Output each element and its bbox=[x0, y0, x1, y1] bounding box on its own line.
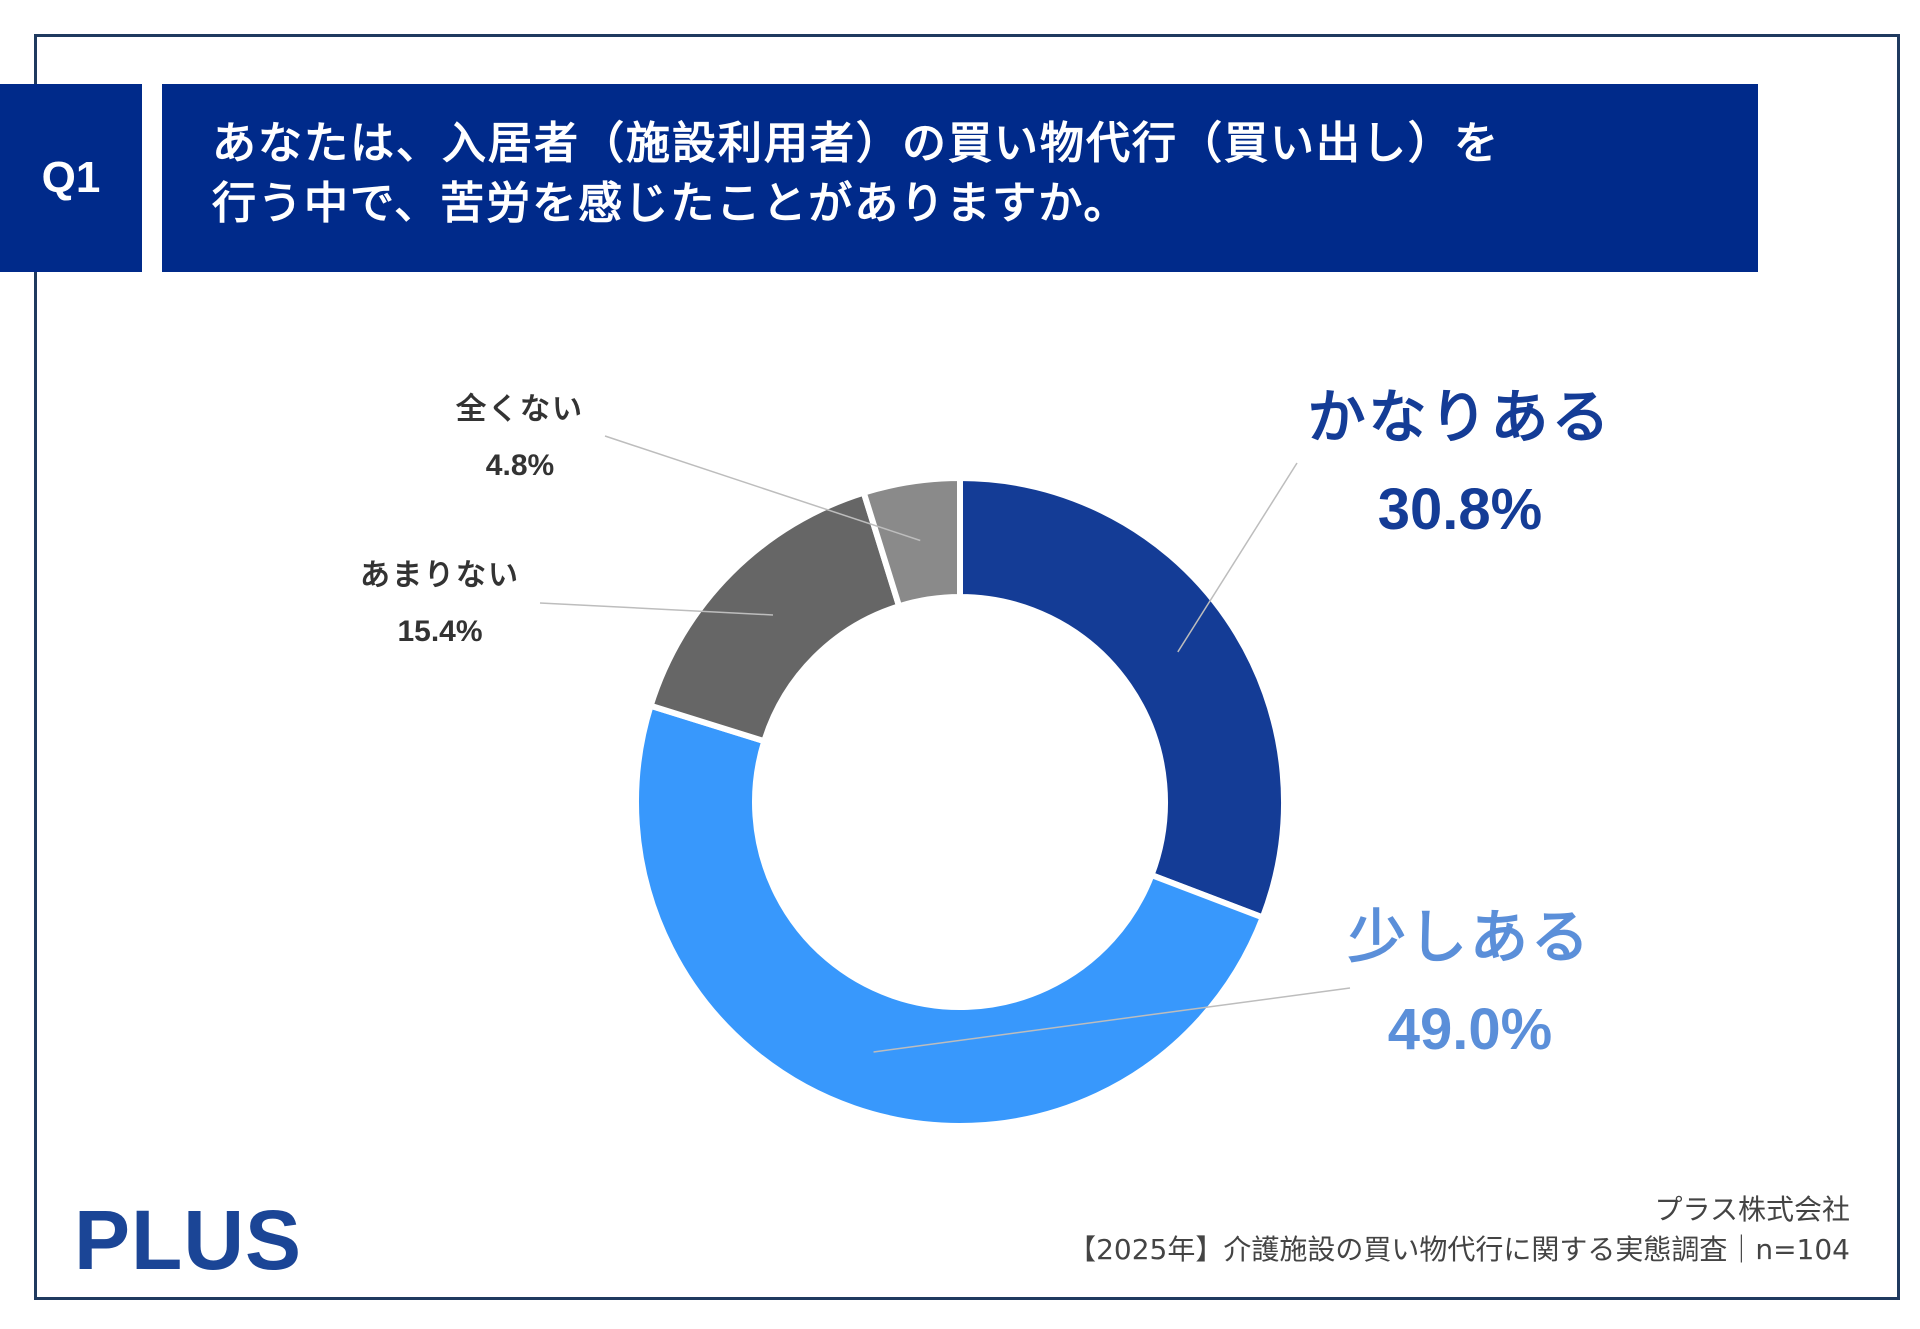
donut-slice-kanari-aru bbox=[957, 474, 1287, 922]
label-category: 少しある bbox=[1347, 903, 1592, 971]
donut-slice-mattaku-nai bbox=[860, 474, 963, 611]
label-category: かなりある bbox=[1307, 383, 1613, 451]
source-footer: プラス株式会社 【2025年】介護施設の買い物代行に関する実態調査｜n=104 bbox=[1068, 1190, 1850, 1270]
question-title-line-1: あなたは、入居者（施設利用者）の買い物代行（買い出し）を bbox=[212, 118, 1500, 169]
leader-line-kanari-aru bbox=[1177, 462, 1298, 653]
footer-survey: 【2025年】介護施設の買い物代行に関する実態調査｜n=104 bbox=[1068, 1233, 1850, 1266]
label-sukoshi-aru: 少しある 49.0% bbox=[1310, 894, 1630, 1080]
label-percent: 15.4% bbox=[397, 615, 483, 648]
leader-line-sukoshi-aru bbox=[873, 987, 1351, 1053]
label-kanari-aru: かなりある 30.8% bbox=[1300, 374, 1620, 560]
label-percent: 49.0% bbox=[1387, 997, 1553, 1062]
footer-company: プラス株式会社 bbox=[1654, 1193, 1850, 1226]
label-category: あまりない bbox=[360, 558, 520, 593]
chart-frame bbox=[34, 34, 1900, 1300]
question-title-line-2: 行う中で、苦労を感じたことがありますか。 bbox=[212, 178, 1130, 229]
question-number-badge: Q1 bbox=[0, 84, 142, 272]
label-percent: 30.8% bbox=[1377, 477, 1543, 542]
plus-logo: PLUS bbox=[74, 1193, 303, 1287]
leader-line-amari-nai bbox=[539, 602, 774, 616]
donut-slice-amari-nai bbox=[646, 488, 903, 745]
label-amari-nai: あまりない 15.4% bbox=[335, 548, 545, 660]
label-category: 全くない bbox=[456, 392, 584, 427]
leader-line-mattaku-nai bbox=[604, 435, 921, 542]
question-title: あなたは、入居者（施設利用者）の買い物代行（買い出し）を 行う中で、苦労を感じた… bbox=[162, 84, 1758, 272]
label-percent: 4.8% bbox=[485, 449, 555, 482]
label-mattaku-nai: 全くない 4.8% bbox=[425, 382, 615, 494]
